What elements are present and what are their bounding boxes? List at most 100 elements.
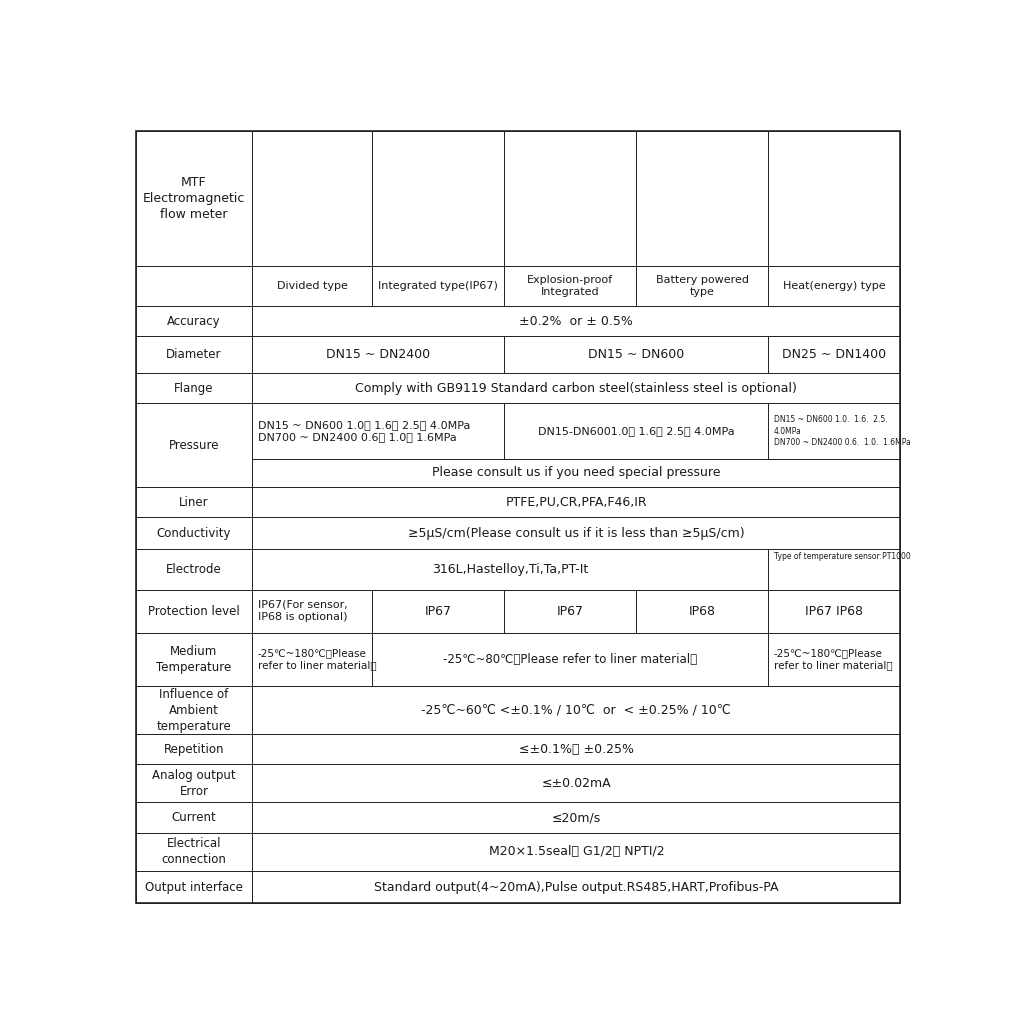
Text: -25℃~80℃（Please refer to liner material）: -25℃~80℃（Please refer to liner material） [443,653,698,666]
Text: Electrode: Electrode [166,563,221,575]
Bar [503,403,768,459]
Text: Analog output
Error: Analog output Error [153,769,236,798]
Bar [252,486,901,517]
Text: DN15 ~ DN600 1.0.  1.6.  2.5.
4.0MPa
DN700 ~ DN2400 0.6.  1.0.  1.6MPa: DN15 ~ DN600 1.0. 1.6. 2.5. 4.0MPa DN700… [773,416,911,446]
Bar [372,590,503,633]
Bar [636,590,768,633]
Text: 316L,Hastelloy,Ti,Ta,PT-It: 316L,Hastelloy,Ti,Ta,PT-It [432,563,588,575]
Bar [768,549,901,590]
Bar [503,337,768,373]
Text: Type of temperature sensor:PT1000: Type of temperature sensor:PT1000 [773,552,911,561]
Text: IP67(For sensor,
IP68 is optional): IP67(For sensor, IP68 is optional) [258,600,348,623]
Bar [252,517,901,549]
Text: Accuracy: Accuracy [167,314,220,328]
Bar [252,764,901,803]
Text: -25℃~180℃（Please
refer to liner material）: -25℃~180℃（Please refer to liner material… [258,648,376,671]
Bar [252,459,901,486]
Text: Integrated type(IP67): Integrated type(IP67) [378,281,497,291]
Bar [135,870,252,903]
Text: IP68: IP68 [688,605,716,617]
Text: Flange: Flange [174,382,213,394]
Bar [252,131,372,265]
Text: DN25 ~ DN1400: DN25 ~ DN1400 [783,348,887,361]
Text: Diameter: Diameter [166,348,221,361]
Text: Output interface: Output interface [145,881,243,894]
Bar [135,486,252,517]
Text: Influence of
Ambient
temperature: Influence of Ambient temperature [157,687,232,732]
Bar [252,373,901,403]
Text: IP67: IP67 [557,605,583,617]
Text: Comply with GB9119 Standard carbon steel(stainless steel is optional): Comply with GB9119 Standard carbon steel… [356,382,798,394]
Bar [768,265,901,306]
Bar [135,517,252,549]
Text: Divided type: Divided type [277,281,348,291]
Bar [372,265,503,306]
Text: Standard output(4~20mA),Pulse output.RS485,HART,Profibus-PA: Standard output(4~20mA),Pulse output.RS4… [374,881,778,894]
Bar [252,633,372,686]
Text: ≤20m/s: ≤20m/s [552,811,601,824]
Text: Pressure: Pressure [169,438,219,452]
Bar [252,734,901,764]
Text: Electrical
connection: Electrical connection [162,838,226,866]
Text: M20×1.5seal、 G1/2、 NPTI/2: M20×1.5seal、 G1/2、 NPTI/2 [488,845,664,858]
Text: -25℃~60℃ <±0.1% / 10℃  or  < ±0.25% / 10℃: -25℃~60℃ <±0.1% / 10℃ or < ±0.25% / 10℃ [422,703,731,717]
Bar [135,686,252,734]
Bar [252,549,768,590]
Text: ±0.2%  or ± 0.5%: ±0.2% or ± 0.5% [520,314,633,328]
Bar [503,131,636,265]
Bar [135,590,252,633]
Bar [135,337,252,373]
Bar [768,403,901,459]
Bar [135,265,252,306]
Bar [252,265,372,306]
Bar [135,131,252,265]
Bar [252,337,503,373]
Bar [252,803,901,833]
Text: Battery powered
type: Battery powered type [656,274,749,297]
Bar [768,633,901,686]
Text: Protection level: Protection level [149,605,240,617]
Text: DN15 ~ DN2400: DN15 ~ DN2400 [326,348,430,361]
Text: Explosion-proof
Integrated: Explosion-proof Integrated [527,274,613,297]
Text: DN15 ~ DN600: DN15 ~ DN600 [588,348,684,361]
Bar [636,265,768,306]
Bar [252,686,901,734]
Bar [768,131,901,265]
Text: PTFE,PU,CR,PFA,F46,IR: PTFE,PU,CR,PFA,F46,IR [506,496,647,509]
Bar [252,590,372,633]
Text: Repetition: Repetition [164,742,224,756]
Text: IP67 IP68: IP67 IP68 [806,605,863,617]
Bar [372,131,503,265]
Text: Conductivity: Conductivity [157,526,232,540]
Bar [135,833,252,870]
Text: DN15 ~ DN600 1.0、 1.6、 2.5、 4.0MPa
DN700 ~ DN2400 0.6、 1.0、 1.6MPa: DN15 ~ DN600 1.0、 1.6、 2.5、 4.0MPa DN700… [258,420,470,442]
Bar [135,764,252,803]
Text: DN15-DN6001.0、 1.6、 2.5、 4.0MPa: DN15-DN6001.0、 1.6、 2.5、 4.0MPa [538,426,734,436]
Text: MTF
Electromagnetic
flow meter: MTF Electromagnetic flow meter [143,176,246,221]
Bar [135,403,252,486]
Text: Liner: Liner [179,496,209,509]
Text: -25℃~180℃（Please
refer to liner material）: -25℃~180℃（Please refer to liner material… [773,648,893,671]
Bar [135,803,252,833]
Bar [135,549,252,590]
Bar [252,403,503,459]
Bar [135,373,252,403]
Text: ≤±0.02mA: ≤±0.02mA [542,777,612,790]
Text: Current: Current [172,811,216,824]
Bar [252,833,901,870]
Bar [252,870,901,903]
Text: Heat(energy) type: Heat(energy) type [784,281,886,291]
Bar [768,337,901,373]
Text: ≥5μS/cm(Please consult us if it is less than ≥5μS/cm): ≥5μS/cm(Please consult us if it is less … [408,526,745,540]
Bar [768,590,901,633]
Bar [636,131,768,265]
Text: ≤±0.1%、 ±0.25%: ≤±0.1%、 ±0.25% [519,742,634,756]
Text: Please consult us if you need special pressure: Please consult us if you need special pr… [432,466,721,479]
Bar [503,590,636,633]
Text: Medium
Temperature: Medium Temperature [157,645,232,674]
Bar [135,734,252,764]
Bar [252,306,901,337]
Bar [503,265,636,306]
Bar [135,633,252,686]
Text: IP67: IP67 [425,605,451,617]
